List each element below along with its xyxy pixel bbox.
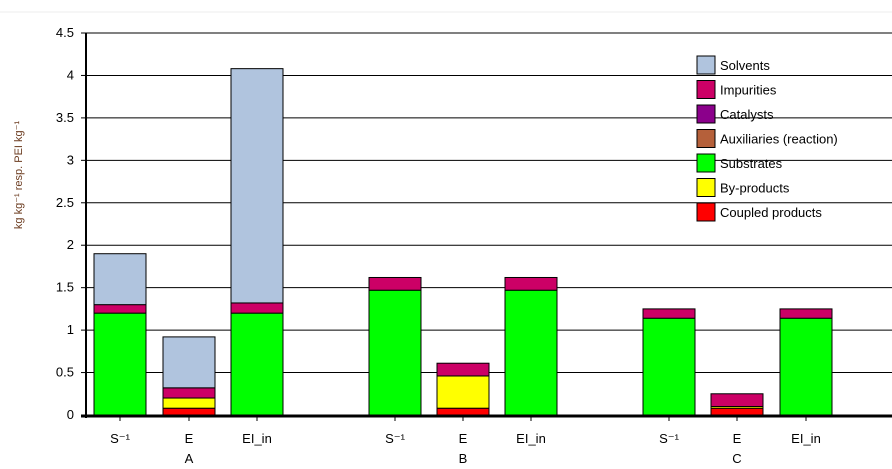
bar-segment-impurities	[504, 276, 558, 291]
bar-segment-substrates	[504, 289, 558, 416]
x-tick-label: E	[185, 431, 194, 446]
y-tick-label: 4.5	[56, 25, 74, 40]
x-tick-label: EI_in	[516, 431, 546, 446]
x-tick-label: S⁻¹	[110, 431, 131, 446]
bar-segment-by-products	[436, 375, 490, 409]
gridlines	[86, 32, 892, 374]
bar-segment-solvents	[230, 68, 284, 304]
bar-segment-substrates	[230, 312, 284, 416]
y-tick-label: 0.5	[56, 365, 74, 380]
y-tick-label: 3.5	[56, 110, 74, 125]
bar-segment-impurities	[230, 302, 284, 314]
tick-labels: 0 0.5 1 1.5 2 2.5 3 3.5 4 4.5 S⁻¹ E EI_in A S⁻¹ E EI_in B…	[56, 25, 821, 466]
legend-swatch	[696, 202, 716, 222]
x-tick-label: EI_in	[242, 431, 272, 446]
legend-entry: Auxiliaries (reaction)	[720, 132, 838, 147]
legend-entry: Catalysts	[720, 107, 774, 122]
bar-segment-impurities	[710, 393, 764, 408]
x-tick-label: S⁻¹	[659, 431, 680, 446]
y-tick-label: 2.5	[56, 195, 74, 210]
legend-entry: Impurities	[720, 83, 777, 98]
y-tick-label: 4	[67, 67, 74, 82]
bar-segment-impurities	[93, 304, 147, 314]
bar-segment-impurities	[779, 308, 833, 319]
x-tick-label: E	[733, 431, 742, 446]
y-tick-label: 1.5	[56, 280, 74, 295]
bar-segment-substrates	[642, 317, 696, 416]
legend-entry: By-products	[720, 181, 790, 196]
y-tick-label: 0	[67, 407, 74, 422]
legend-swatch	[696, 104, 716, 124]
legend-swatch	[696, 55, 716, 75]
legend-swatch	[696, 153, 716, 173]
group-label: B	[459, 451, 468, 466]
y-axis-label: kg kg⁻¹ resp. PEI kg⁻¹	[13, 121, 25, 230]
bar-segment-substrates	[368, 289, 422, 416]
axes	[81, 32, 892, 421]
y-tick-label: 3	[67, 152, 74, 167]
y-tick-label: 2	[67, 237, 74, 252]
legend-entry: Coupled products	[720, 205, 822, 220]
y-tick-label: 1	[67, 322, 74, 337]
x-tick-label: EI_in	[791, 431, 821, 446]
legend-entry: Solvents	[720, 58, 770, 73]
legend-swatch	[696, 178, 716, 197]
x-tick-label: S⁻¹	[385, 431, 406, 446]
bar-segment-by-products	[162, 397, 216, 409]
bar-segment-impurities	[642, 308, 696, 319]
bar-segment-coupled-products	[162, 407, 216, 416]
legend-swatch	[696, 80, 716, 99]
bar-segment-coupled-products	[710, 407, 764, 416]
bar-segment-substrates	[93, 312, 147, 416]
x-tick-label: E	[459, 431, 468, 446]
bar-segment-impurities	[368, 276, 422, 291]
bar-segment-solvents	[93, 253, 147, 306]
legend: Solvents Impurities Catalysts Auxiliaries (…	[696, 55, 838, 222]
group-label: C	[732, 451, 741, 466]
legend-swatch	[696, 129, 716, 148]
bar-segment-impurities	[436, 362, 490, 377]
bar-segment-impurities	[162, 387, 216, 399]
group-label: A	[185, 451, 194, 466]
bars	[93, 68, 833, 416]
bar-segment-coupled-products	[436, 407, 490, 416]
bar-segment-solvents	[162, 336, 216, 389]
bar-segment-substrates	[779, 317, 833, 416]
legend-entry: Substrates	[720, 156, 783, 171]
